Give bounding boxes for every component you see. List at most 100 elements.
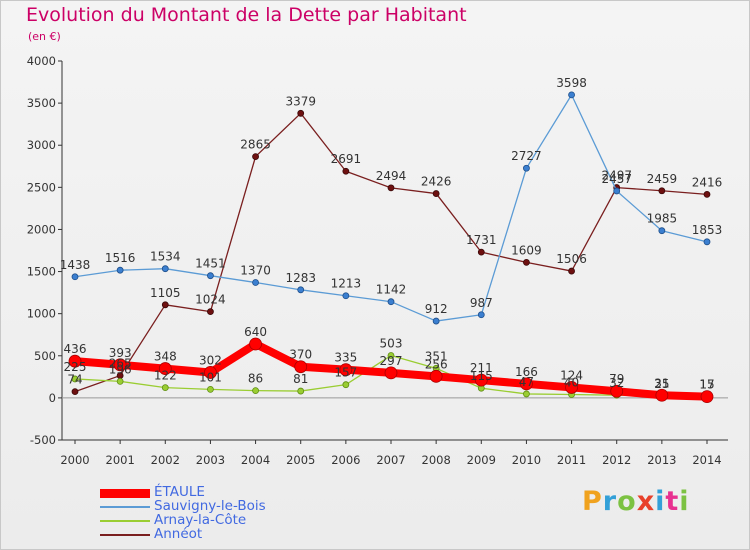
data-label--taule: 256 — [425, 357, 448, 371]
data-label-ann-ot: 2426 — [421, 175, 452, 189]
data-label-sauvigny-le-bois: 2457 — [601, 172, 632, 186]
data-label-ann-ot: 2497 — [601, 169, 632, 183]
x-tick-label: 2002 — [151, 453, 180, 467]
data-label--taule: 166 — [515, 365, 538, 379]
data-point-ann-ot — [252, 153, 259, 160]
legend-swatch — [100, 506, 150, 508]
data-point-ann-ot — [387, 184, 395, 192]
data-point-ann-ot — [703, 191, 711, 198]
x-tick-label: 2010 — [512, 453, 541, 467]
axes: -500 0 500 1000 1500 2000 2500 3000 3500 4000 2000… — [27, 54, 728, 467]
data-label-arnay-la-c-te: 122 — [154, 369, 177, 383]
data-point-ann-ot — [523, 258, 530, 266]
data-label-arnay-la-c-te: 225 — [64, 360, 87, 374]
data-point--taule — [655, 388, 669, 402]
y-tick-label: 4000 — [27, 54, 56, 68]
data-point-ann-ot — [342, 167, 350, 175]
data-point-sauvigny-le-bois — [477, 311, 485, 319]
data-label-arnay-la-c-te: 40 — [564, 376, 579, 390]
data-label-sauvigny-le-bois: 1142 — [376, 283, 407, 297]
data-label--taule: 15 — [699, 378, 714, 392]
y-tick-label: 0 — [49, 391, 56, 405]
data-label-ann-ot: 2416 — [692, 175, 723, 189]
data-label-arnay-la-c-te: 32 — [609, 376, 624, 390]
series-layer — [68, 91, 714, 404]
x-tick-label: 2008 — [422, 453, 451, 467]
x-tick-label: 2003 — [196, 453, 225, 467]
data-label-sauvigny-le-bois: 912 — [425, 302, 448, 316]
data-point-ann-ot — [658, 187, 666, 195]
data-label-ann-ot: 1506 — [556, 252, 587, 266]
legend-label: Annéot — [154, 526, 203, 542]
data-point--taule — [429, 369, 443, 383]
data-point-arnay-la-c-te — [116, 377, 124, 385]
data-label--taule: 393 — [109, 346, 132, 360]
data-label--taule: 302 — [199, 353, 222, 367]
proxiti-logo: Proxiti — [582, 486, 690, 517]
data-label-arnay-la-c-te: 81 — [293, 372, 308, 386]
data-point-arnay-la-c-te — [161, 384, 169, 392]
data-point-sauvigny-le-bois — [116, 266, 124, 274]
y-tick-label: -500 — [30, 433, 56, 447]
data-label--taule: 31 — [654, 376, 669, 390]
data-label-sauvigny-le-bois: 1853 — [692, 223, 723, 237]
data-point--taule — [249, 337, 262, 351]
data-label-sauvigny-le-bois: 1985 — [647, 212, 678, 226]
y-tick-label: 1500 — [27, 265, 56, 279]
data-point-sauvigny-le-bois — [432, 317, 440, 325]
logo-letter: i — [679, 486, 690, 517]
legend-swatch — [100, 534, 150, 536]
data-point--taule — [113, 358, 127, 372]
data-label-arnay-la-c-te: 101 — [199, 370, 222, 384]
x-tick-label: 2009 — [467, 453, 496, 467]
data-point-ann-ot — [297, 109, 305, 117]
legend-swatch — [100, 520, 150, 522]
y-tick-label: 500 — [34, 349, 56, 363]
logo-letter: o — [617, 486, 637, 517]
data-point-sauvigny-le-bois — [523, 164, 530, 172]
data-point-arnay-la-c-te — [387, 352, 395, 359]
data-label-ann-ot: 2494 — [376, 169, 407, 183]
data-point-sauvigny-le-bois — [703, 238, 711, 246]
data-label-ann-ot: 1731 — [466, 233, 497, 247]
data-point-sauvigny-le-bois — [387, 298, 395, 306]
data-point-ann-ot — [432, 190, 440, 197]
data-label--taule: 297 — [380, 354, 403, 368]
data-point--taule — [565, 381, 578, 394]
legend-label: Sauvigny-le-Bois — [154, 498, 266, 514]
legend-swatch — [100, 488, 150, 498]
legend-label: Arnay-la-Côte — [154, 512, 247, 528]
data-label-ann-ot: 2459 — [647, 172, 678, 186]
data-point--taule — [384, 366, 398, 380]
data-label-arnay-la-c-te: 157 — [334, 366, 357, 380]
logo-letter: P — [582, 486, 603, 517]
data-label-sauvigny-le-bois: 987 — [470, 296, 493, 310]
data-label--taule: 335 — [334, 351, 357, 365]
x-tick-label: 2001 — [106, 453, 135, 467]
data-point-sauvigny-le-bois — [71, 273, 79, 281]
y-tick-label: 2000 — [27, 222, 56, 236]
data-point-arnay-la-c-te — [252, 387, 259, 395]
x-tick-label: 2014 — [692, 453, 721, 467]
data-point-sauvigny-le-bois — [342, 292, 350, 300]
data-point-arnay-la-c-te — [297, 387, 305, 395]
logo-letter: x — [636, 486, 656, 517]
chart-subtitle: (en €) — [28, 30, 61, 43]
legend-label: ÉTAULE — [154, 484, 205, 500]
data-point-ann-ot — [568, 267, 575, 275]
x-tick-label: 2005 — [286, 453, 315, 467]
x-tick-label: 2012 — [602, 453, 631, 467]
data-point-arnay-la-c-te — [342, 381, 350, 389]
data-label--taule: 124 — [560, 368, 583, 382]
data-label-sauvigny-le-bois: 1370 — [240, 264, 271, 278]
data-point--taule — [339, 363, 353, 377]
data-point-sauvigny-le-bois — [613, 187, 621, 195]
data-label-ann-ot: 1105 — [150, 286, 181, 300]
data-point-ann-ot — [161, 301, 169, 309]
x-tick-label: 2004 — [241, 453, 270, 467]
data-label-arnay-la-c-te: 86 — [248, 372, 263, 386]
data-label--taule: 436 — [64, 342, 87, 356]
x-tick-label: 2007 — [376, 453, 405, 467]
